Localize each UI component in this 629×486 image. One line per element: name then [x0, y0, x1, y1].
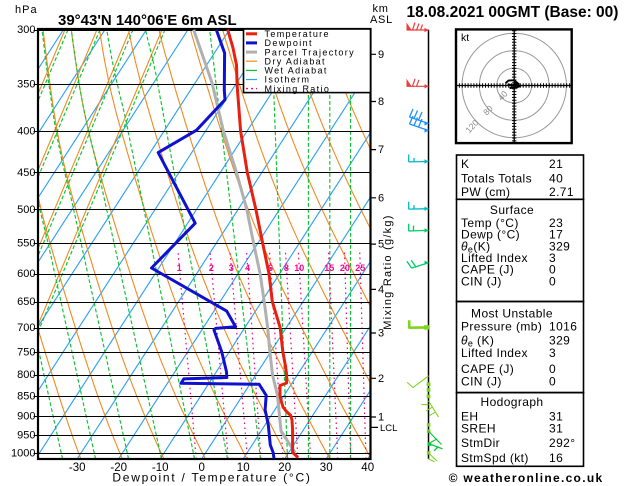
svg-text:ASL: ASL [370, 14, 393, 26]
svg-text:5: 5 [378, 239, 384, 251]
svg-text:θe (K): θe (K) [461, 333, 494, 348]
svg-text:Lifted Index: Lifted Index [461, 251, 528, 265]
svg-text:20: 20 [340, 263, 350, 273]
svg-text:0: 0 [549, 275, 556, 289]
svg-text:Hodograph: Hodograph [481, 395, 544, 409]
svg-text:-10: -10 [152, 462, 169, 474]
svg-text:Mixing Ratio (g/kg): Mixing Ratio (g/kg) [382, 214, 394, 329]
svg-text:650: 650 [17, 296, 35, 308]
svg-text:1000: 1000 [11, 448, 35, 460]
svg-text:500: 500 [17, 204, 35, 216]
svg-text:3: 3 [549, 251, 556, 265]
svg-text:750: 750 [17, 347, 35, 359]
svg-text:Most Unstable: Most Unstable [471, 306, 553, 320]
svg-text:0: 0 [549, 362, 556, 376]
svg-text:Pressure (mb): Pressure (mb) [461, 319, 542, 333]
svg-text:39°43'N 140°06'E 6m ASL: 39°43'N 140°06'E 6m ASL [58, 12, 237, 29]
svg-text:StmDir: StmDir [461, 436, 500, 450]
svg-text:SREH: SREH [461, 421, 496, 435]
svg-text:18.08.2021 00GMT (Base: 00): 18.08.2021 00GMT (Base: 00) [407, 4, 619, 21]
svg-text:9: 9 [378, 49, 384, 61]
svg-text:2: 2 [209, 263, 214, 273]
svg-text:2.71: 2.71 [549, 185, 574, 199]
svg-text:350: 350 [17, 78, 35, 90]
svg-text:31: 31 [549, 410, 563, 424]
svg-text:θe(K): θe(K) [461, 240, 491, 255]
svg-text:8: 8 [284, 263, 289, 273]
svg-text:850: 850 [17, 391, 35, 403]
svg-text:550: 550 [17, 237, 35, 249]
svg-text:30: 30 [320, 462, 333, 474]
svg-text:1: 1 [378, 412, 384, 424]
svg-text:PW (cm): PW (cm) [461, 185, 510, 199]
svg-text:0: 0 [198, 462, 204, 474]
svg-text:0: 0 [549, 375, 556, 389]
svg-text:329: 329 [549, 333, 570, 347]
svg-text:1: 1 [177, 263, 182, 273]
svg-text:10: 10 [237, 462, 250, 474]
svg-text:4: 4 [378, 284, 384, 296]
svg-text:Mixing Ratio: Mixing Ratio [265, 84, 331, 94]
svg-text:329: 329 [549, 240, 570, 254]
svg-text:1016: 1016 [549, 319, 577, 333]
svg-text:kt: kt [461, 32, 469, 44]
svg-text:900: 900 [17, 411, 35, 423]
svg-text:450: 450 [17, 167, 35, 179]
svg-text:950: 950 [17, 430, 35, 442]
svg-text:4: 4 [245, 263, 250, 273]
svg-text:Totals Totals: Totals Totals [461, 171, 532, 185]
svg-text:CAPE (J): CAPE (J) [461, 362, 514, 376]
svg-text:K: K [461, 157, 469, 171]
svg-text:2: 2 [378, 373, 384, 385]
svg-text:3: 3 [549, 346, 556, 360]
svg-text:31: 31 [549, 421, 563, 435]
svg-text:Temp (°C): Temp (°C) [461, 216, 519, 230]
svg-text:8: 8 [378, 96, 384, 108]
svg-text:7: 7 [378, 144, 384, 156]
svg-text:Temperature: Temperature [265, 29, 330, 39]
svg-text:700: 700 [17, 322, 35, 334]
svg-text:LCL: LCL [380, 423, 397, 434]
svg-text:hPa: hPa [15, 4, 38, 16]
svg-text:20: 20 [278, 462, 291, 474]
svg-text:© weatheronline.co.uk: © weatheronline.co.uk [449, 471, 604, 485]
svg-text:800: 800 [17, 369, 35, 381]
svg-text:292°: 292° [549, 436, 575, 450]
svg-text:CIN (J): CIN (J) [461, 275, 502, 289]
svg-text:6: 6 [268, 263, 273, 273]
svg-text:Dry Adiabat: Dry Adiabat [265, 56, 326, 66]
svg-text:Isotherm: Isotherm [265, 75, 311, 85]
svg-text:600: 600 [17, 268, 35, 280]
svg-text:Dewpoint: Dewpoint [265, 38, 313, 48]
svg-text:10: 10 [294, 263, 304, 273]
svg-text:300: 300 [17, 24, 35, 36]
svg-text:3: 3 [378, 328, 384, 340]
svg-text:23: 23 [549, 216, 563, 230]
svg-text:40: 40 [361, 462, 374, 474]
svg-text:400: 400 [17, 125, 35, 137]
svg-text:17: 17 [549, 228, 563, 242]
svg-text:Dewpoint / Temperature (°C): Dewpoint / Temperature (°C) [112, 471, 311, 485]
svg-text:-30: -30 [69, 462, 86, 474]
svg-text:15: 15 [324, 263, 334, 273]
svg-text:21: 21 [549, 157, 563, 171]
svg-text:Parcel Trajectory: Parcel Trajectory [265, 47, 355, 57]
svg-text:EH: EH [461, 410, 478, 424]
svg-text:Surface: Surface [490, 203, 534, 217]
svg-text:3: 3 [229, 263, 234, 273]
svg-text:25: 25 [355, 263, 365, 273]
svg-text:-20: -20 [110, 462, 127, 474]
svg-text:StmSpd (kt): StmSpd (kt) [461, 451, 529, 465]
svg-text:CAPE (J): CAPE (J) [461, 263, 514, 277]
svg-text:16: 16 [549, 451, 563, 465]
svg-text:40: 40 [549, 171, 563, 185]
svg-text:km: km [373, 3, 389, 15]
svg-text:6: 6 [378, 192, 384, 204]
svg-text:Wet Adiabat: Wet Adiabat [265, 66, 328, 76]
svg-text:Dewp (°C): Dewp (°C) [461, 228, 520, 242]
svg-text:Lifted Index: Lifted Index [461, 346, 528, 360]
svg-text:CIN (J): CIN (J) [461, 375, 502, 389]
svg-text:0: 0 [549, 263, 556, 277]
